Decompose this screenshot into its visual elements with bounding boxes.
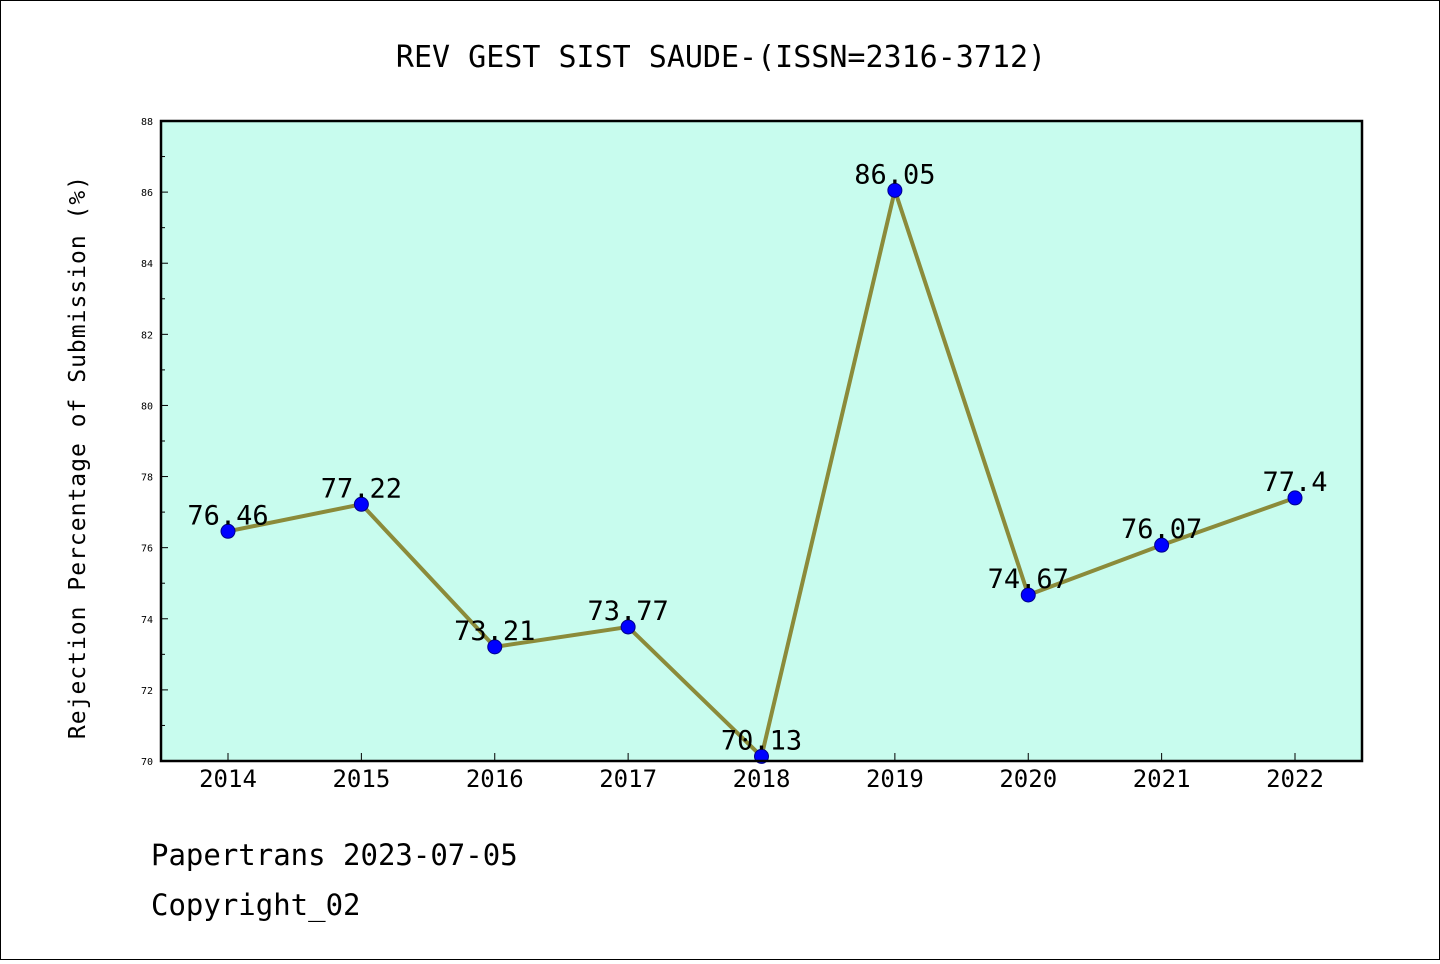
y-tick-label: 72 xyxy=(141,686,153,697)
chart-title: REV GEST SIST SAUDE-(ISSN=2316-3712) xyxy=(396,40,1046,75)
x-tick-label: 2018 xyxy=(733,765,791,793)
plot-area xyxy=(161,121,1362,761)
y-tick-label: 78 xyxy=(141,473,153,484)
footer-copyright: Copyright_02 xyxy=(151,888,361,923)
y-tick-label: 74 xyxy=(141,615,153,626)
x-tick-label: 2019 xyxy=(866,765,924,793)
data-point xyxy=(220,523,236,539)
x-tick-label: 2016 xyxy=(466,765,524,793)
data-point xyxy=(620,619,636,635)
data-point xyxy=(1020,587,1036,603)
data-label: 77.22 xyxy=(321,473,402,504)
data-labels: 76.46 77.22 73.21 73.77 70.13 86.05 74.67 76.07… xyxy=(187,159,1327,756)
data-point xyxy=(1154,537,1170,553)
data-point xyxy=(353,496,369,512)
y-tick-label: 86 xyxy=(141,188,153,199)
x-tick-label: 2015 xyxy=(332,765,390,793)
data-label: 70.13 xyxy=(721,725,802,756)
data-label: 74.67 xyxy=(988,564,1069,595)
y-tick-label: 88 xyxy=(141,117,153,128)
y-tick-label: 82 xyxy=(141,330,153,341)
x-tick-label: 2021 xyxy=(1133,765,1191,793)
data-label: 86.05 xyxy=(854,159,935,190)
data-label: 76.46 xyxy=(187,500,268,531)
x-axis: 2014 2015 2016 2017 2018 2019 2020 2021 2022 xyxy=(199,753,1324,793)
data-point xyxy=(1287,490,1303,506)
data-label: 77.4 xyxy=(1262,467,1327,498)
y-axis-label: Rejection Percentage of Submission (%) xyxy=(65,175,91,739)
x-tick-label: 2017 xyxy=(599,765,657,793)
footer-date: Papertrans 2023-07-05 xyxy=(151,838,518,872)
data-label: 73.21 xyxy=(454,616,535,647)
x-tick-label: 2020 xyxy=(999,765,1057,793)
data-point xyxy=(887,182,903,198)
x-tick-label: 2014 xyxy=(199,765,257,793)
y-tick-label: 70 xyxy=(141,757,153,768)
y-tick-label: 76 xyxy=(141,544,153,555)
y-axis: 70 72 74 76 78 80 82 84 86 88 xyxy=(141,117,168,768)
y-tick-label: 80 xyxy=(141,401,153,412)
x-tick-label: 2022 xyxy=(1266,765,1324,793)
y-tick-label: 84 xyxy=(141,259,153,270)
data-label: 73.77 xyxy=(587,596,668,627)
data-point xyxy=(487,639,503,655)
plot-border xyxy=(159,119,1364,763)
data-label: 76.07 xyxy=(1121,514,1202,545)
